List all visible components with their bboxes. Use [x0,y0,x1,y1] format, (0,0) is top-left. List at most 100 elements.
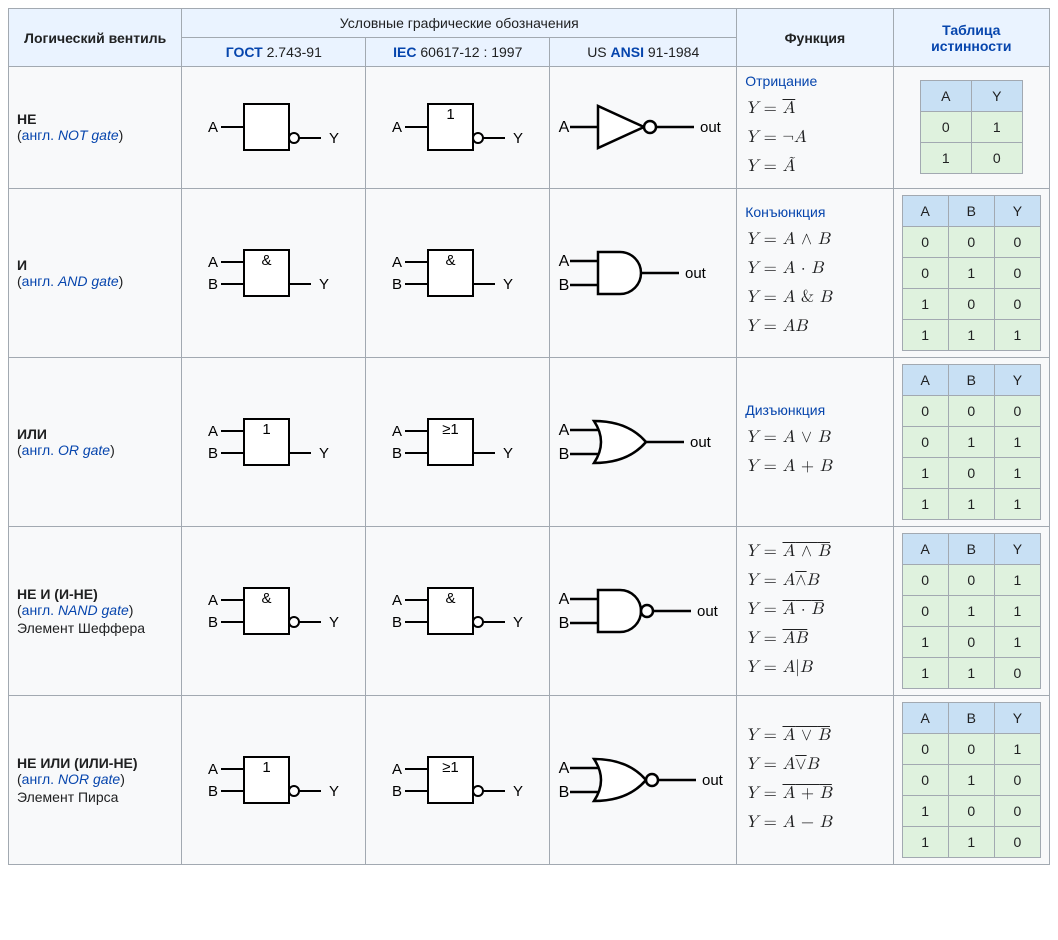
svg-text:1: 1 [262,421,270,438]
truth-cell: 0 [902,226,948,257]
svg-text:B: B [208,783,218,800]
ansi-symbol-nor: ABout [550,695,737,864]
angl-link[interactable]: англ. [22,771,54,787]
truth-cell: 0 [994,395,1040,426]
gate-en-link[interactable]: OR gate [58,442,110,458]
truth-cell: 0 [902,395,948,426]
function-link[interactable]: Отрицание [745,73,884,89]
truth-cell: 0 [994,257,1040,288]
truth-row: 000 [902,395,1040,426]
svg-text:Y: Y [513,614,523,631]
truth-header: B [948,195,994,226]
truth-header: B [948,702,994,733]
svg-text:A: A [559,119,570,136]
truth-row: 101 [902,457,1040,488]
formulas: Y = A ∨ BY = A + B [745,424,884,482]
gate-en-link[interactable]: NOT gate [58,127,119,143]
truth-row: 100 [902,288,1040,319]
truth-cell: 0 [902,564,948,595]
gate-name-en-wrapper: (англ. NAND gate) [17,602,173,618]
truth-header: B [948,364,994,395]
header-symbols: Условные графические обозначения [182,9,737,38]
svg-text:Y: Y [319,445,329,462]
truth-row: 010 [902,257,1040,288]
angl-link[interactable]: англ. [22,127,54,143]
truth-cell-nand: ABY001011101110 [893,526,1049,695]
truth-cell: 0 [948,733,994,764]
angl-link[interactable]: англ. [22,602,54,618]
truth-table-nand: ABY001011101110 [902,533,1041,689]
truth-header: A [902,195,948,226]
function-cell-nand: Y = A ∧ BY = A∧BY = A · BY = ABY = A|B [737,526,893,695]
iec-symbol-nor: ≥1ABY [366,695,550,864]
truth-table-link[interactable]: Таблица истинности [931,22,1011,54]
truth-cell: 1 [948,764,994,795]
truth-cell: 1 [948,426,994,457]
svg-text:A: A [559,591,570,608]
svg-text:B: B [559,615,570,632]
truth-row: 111 [902,488,1040,519]
svg-text:out: out [700,119,722,136]
svg-text:A: A [559,253,570,270]
iec-symbol-not: 1AY [366,67,550,189]
header-gost: ГОСТ 2.743-91 [182,38,366,67]
truth-row: 110 [902,826,1040,857]
truth-cell: 0 [994,764,1040,795]
truth-row: 10 [920,143,1022,174]
gost-symbol-not: AY [182,67,366,189]
iec-symbol-and: &ABY [366,188,550,357]
iec-link[interactable]: IEC [393,44,416,60]
ansi-symbol-nand: ABout [550,526,737,695]
gate-en-link[interactable]: NAND gate [58,602,129,618]
header-iec: IEC 60617-12 : 1997 [366,38,550,67]
gate-en-link[interactable]: NOR gate [58,771,120,787]
truth-cell: 1 [948,488,994,519]
truth-table-and: ABY000010100111 [902,195,1041,351]
gost-link[interactable]: ГОСТ [226,44,263,60]
truth-cell-or: ABY000011101111 [893,357,1049,526]
angl-link[interactable]: англ. [22,273,54,289]
formulas: Y = A ∧ BY = A∧BY = A · BY = ABY = A|B [745,538,884,682]
svg-text:out: out [697,603,719,620]
function-link[interactable]: Конъюнкция [745,204,884,220]
truth-cell: 1 [902,795,948,826]
gate-name-en-wrapper: (англ. NOR gate) [17,771,173,787]
angl-link[interactable]: англ. [22,442,54,458]
truth-table-nor: ABY001010100110 [902,702,1041,858]
truth-cell: 1 [994,488,1040,519]
truth-header: Y [971,81,1022,112]
function-link[interactable]: Дизъюнкция [745,402,884,418]
svg-text:A: A [392,592,402,609]
ansi-link[interactable]: ANSI [611,44,644,60]
gate-name-ru: И [17,257,173,273]
svg-text:A: A [392,423,402,440]
svg-text:B: B [208,276,218,293]
gost-symbol-nand: &ABY [182,526,366,695]
function-cell-not: ОтрицаниеY = AY = ¬AY = Ã [737,67,893,189]
truth-header: Y [994,364,1040,395]
gate-name-en-wrapper: (англ. NOT gate) [17,127,173,143]
svg-text:Y: Y [513,130,523,147]
gate-name-ru: НЕ [17,111,173,127]
truth-row: 001 [902,733,1040,764]
truth-cell: 0 [948,226,994,257]
gate-row-not: НЕ(англ. NOT gate)AY1AYAoutОтрицаниеY = … [9,67,1050,189]
ansi-symbol-not: Aout [550,67,737,189]
gate-name-cell: НЕ И (И-НЕ)(англ. NAND gate)Элемент Шефф… [9,526,182,695]
gate-row-and: И(англ. AND gate)&ABY&ABYABoutКонъюнкция… [9,188,1050,357]
logic-gates-table: Логический вентильУсловные графические о… [8,8,1050,865]
gate-en-link[interactable]: AND gate [58,273,119,289]
svg-text:1: 1 [446,106,454,123]
gate-name-ru: НЕ ИЛИ (ИЛИ-НЕ) [17,755,173,771]
svg-text:B: B [392,276,402,293]
truth-cell: 1 [994,626,1040,657]
truth-cell: 1 [902,457,948,488]
truth-cell: 0 [902,426,948,457]
gate-name-en-wrapper: (англ. OR gate) [17,442,173,458]
svg-text:1: 1 [262,759,270,776]
truth-cell: 1 [994,595,1040,626]
gate-name-ru: ИЛИ [17,426,173,442]
truth-cell: 0 [948,457,994,488]
function-cell-nor: Y = A ∨ BY = A∨BY = A + BY = A − B [737,695,893,864]
ansi-symbol-or: ABout [550,357,737,526]
